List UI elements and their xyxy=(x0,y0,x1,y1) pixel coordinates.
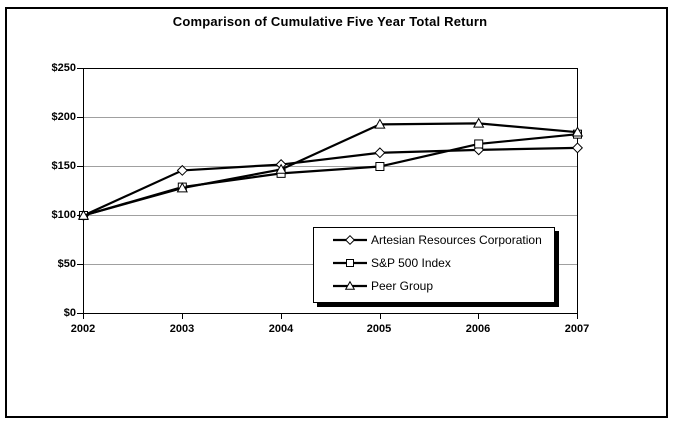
legend-label: Artesian Resources Corporation xyxy=(371,233,542,247)
x-axis-label: 2004 xyxy=(268,323,294,335)
y-axis-label: $150 xyxy=(51,160,76,172)
y-axis-label: $0 xyxy=(63,307,76,319)
y-axis-tick xyxy=(77,264,83,265)
x-axis-label: 2006 xyxy=(465,323,491,335)
triangle-line-marker-icon xyxy=(333,280,367,290)
legend-label: S&P 500 Index xyxy=(371,256,451,270)
y-axis-tick xyxy=(77,166,83,167)
x-axis-label: 2002 xyxy=(70,323,96,335)
gridline xyxy=(84,117,577,118)
x-axis-label: 2007 xyxy=(564,323,590,335)
legend-item-sp500: S&P 500 Index xyxy=(333,256,550,270)
y-axis-tick xyxy=(77,313,83,314)
y-axis-label: $100 xyxy=(51,209,76,221)
square-marker xyxy=(346,259,354,267)
chart-title: Comparison of Cumulative Five Year Total… xyxy=(172,14,488,29)
x-axis-tick xyxy=(182,314,183,319)
y-axis-label: $50 xyxy=(57,258,76,270)
x-axis-tick xyxy=(577,314,578,319)
gridline xyxy=(84,166,577,167)
square-line-marker-icon xyxy=(333,259,367,267)
x-axis-tick xyxy=(380,314,381,319)
diamond-marker xyxy=(344,234,356,246)
gridline xyxy=(84,215,577,216)
x-axis-label: 2005 xyxy=(366,323,392,335)
x-axis-tick xyxy=(478,314,479,319)
legend-label: Peer Group xyxy=(371,279,434,293)
x-axis-label: 2003 xyxy=(169,323,195,335)
y-axis-label: $250 xyxy=(51,62,76,74)
diamond-line-marker-icon xyxy=(333,234,367,246)
legend-item-peer-group: Peer Group xyxy=(333,279,550,293)
x-axis-tick xyxy=(83,314,84,319)
legend: Artesian Resources Corporation S&P 500 I… xyxy=(313,227,555,303)
y-axis-label: $200 xyxy=(51,111,76,123)
y-axis-tick xyxy=(77,68,83,69)
x-axis-tick xyxy=(281,314,282,319)
y-axis-tick xyxy=(77,117,83,118)
legend-item-artesian: Artesian Resources Corporation xyxy=(333,233,550,247)
y-axis-tick xyxy=(77,215,83,216)
triangle-marker xyxy=(344,280,356,290)
